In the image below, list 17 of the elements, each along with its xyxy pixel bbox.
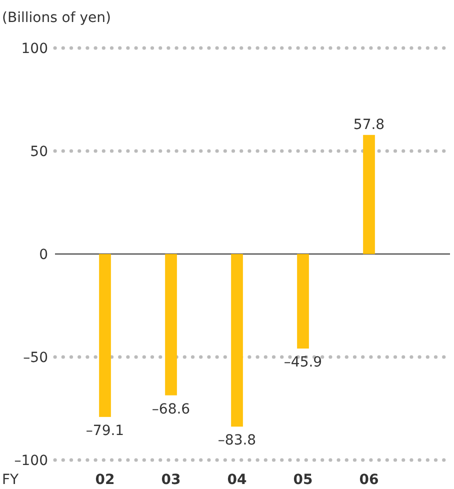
y-tick-label: –50 <box>23 350 48 366</box>
data-label: –83.8 <box>218 432 256 449</box>
data-label: –45.9 <box>284 354 322 371</box>
data-label: 57.8 <box>353 116 385 133</box>
x-tick-label: 05 <box>293 472 313 488</box>
x-axis-title: FY <box>2 472 20 488</box>
data-label: –68.6 <box>152 401 190 418</box>
y-tick-label: 0 <box>39 246 48 263</box>
x-tick-label: 04 <box>227 472 247 488</box>
y-tick-label: –100 <box>14 452 48 469</box>
x-tick-label: 06 <box>359 472 379 488</box>
y-axis-title: (Billions of yen) <box>2 10 111 26</box>
x-tick-label: 02 <box>95 472 115 488</box>
data-label: –79.1 <box>86 422 124 439</box>
x-tick-label: 03 <box>161 472 181 488</box>
y-tick-label: 100 <box>21 40 48 57</box>
y-tick-label: 50 <box>30 144 48 160</box>
